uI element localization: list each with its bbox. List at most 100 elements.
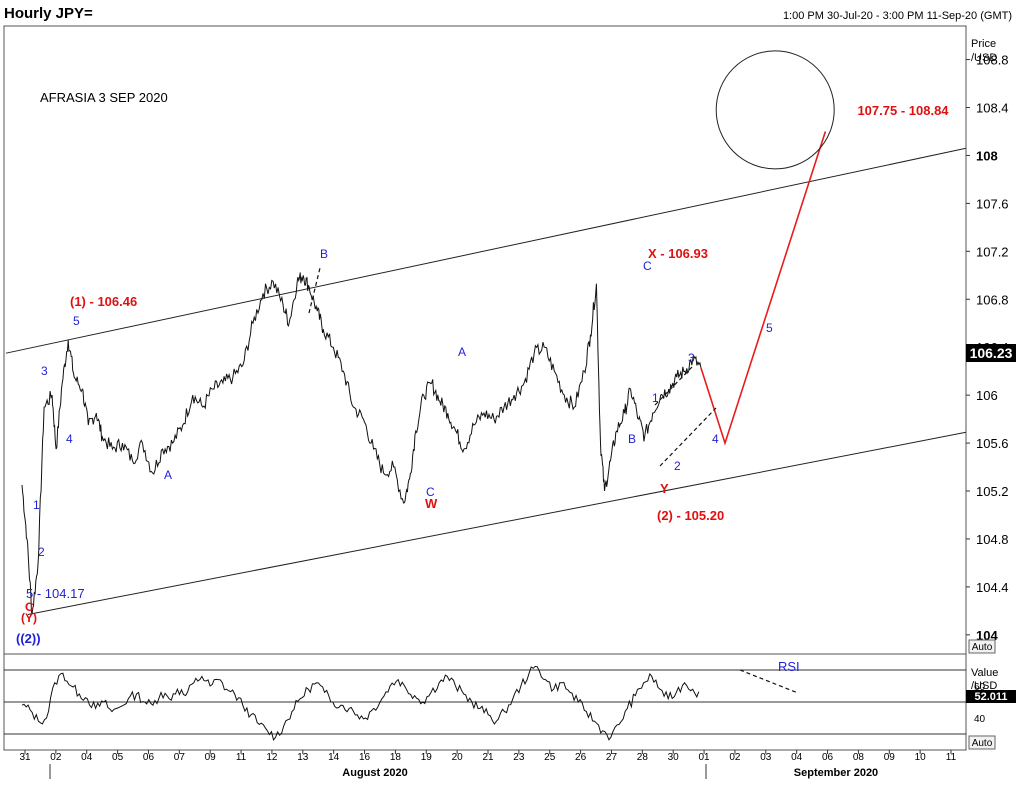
wave-x-high-label: X - 106.93 <box>648 246 708 261</box>
rsi-label: RSI <box>778 659 800 674</box>
wave-label-b1: B <box>320 247 328 261</box>
price-tick-label: 104.4 <box>976 580 1009 595</box>
wave-label-sub1: 1 <box>652 391 659 405</box>
wave-label-sub5: 5 <box>766 321 773 335</box>
wave-label-c1: C <box>426 485 435 499</box>
price-panel-frame <box>3 25 967 655</box>
big-wave-label: ((2)) <box>16 631 41 646</box>
time-tick-label: 20 <box>452 752 464 763</box>
time-axis: 31 02 04 05 06 07 09 11 12 13 14 16 18 19 20 21 23 25 26 27… <box>19 750 957 779</box>
channel-lower-line <box>27 431 967 615</box>
start-low-label: 5 - 104.17 <box>26 586 85 601</box>
time-tick-label: 12 <box>266 752 278 763</box>
time-tick-label: 18 <box>390 752 402 763</box>
rsi-auto-label: Auto <box>972 738 993 749</box>
price-tick-label: 108 <box>976 148 998 163</box>
wave-1-high-label: (1) - 106.46 <box>70 294 137 309</box>
last-price-label: 106.23 <box>970 345 1013 361</box>
wave-label-c-red: C <box>25 600 34 614</box>
wave-label-5: 5 <box>73 314 80 328</box>
time-tick-label: 06 <box>143 752 155 763</box>
wave-label-y-red: (Y) <box>21 611 37 625</box>
projection-path <box>700 131 827 446</box>
dashed-flag-upper <box>654 366 693 406</box>
rsi-series <box>4 665 966 742</box>
price-tick-label: 108.4 <box>976 100 1009 115</box>
time-tick-label: 02 <box>729 752 741 763</box>
rsi-tick-label: 60 <box>974 682 986 693</box>
month-label: August 2020 <box>342 767 407 779</box>
channel-upper-line <box>5 147 967 354</box>
rsi-line <box>21 665 700 742</box>
rsi-last-value: 52.011 <box>974 691 1007 703</box>
time-tick-label: 19 <box>421 752 433 763</box>
time-tick-label: 04 <box>791 752 803 763</box>
wave-labels: 1 2 3 4 5 A B C A B C 1 2 3 4 5 C (Y) W … <box>21 247 773 625</box>
last-price-box <box>966 344 1016 362</box>
price-series <box>21 272 702 615</box>
price-unit-label: Price <box>971 38 996 50</box>
price-auto-button[interactable] <box>968 639 996 654</box>
price-auto-label: Auto <box>972 642 993 653</box>
rsi-auto-button[interactable] <box>968 735 996 750</box>
date-range: 1:00 PM 30-Jul-20 - 3:00 PM 11-Sep-20 (G… <box>783 10 1012 22</box>
wave-label-sub3: 3 <box>688 351 695 365</box>
price-tick-label: 105.2 <box>976 484 1009 499</box>
time-tick-label: 16 <box>359 752 371 763</box>
rsi-last-value-box <box>966 690 1016 703</box>
wave-label-3: 3 <box>41 364 48 378</box>
price-tick-label: 106 <box>976 388 998 403</box>
rsi-unit-label: Value <box>971 667 998 679</box>
time-tick-label: 26 <box>575 752 587 763</box>
wave-label-1: 1 <box>33 498 40 512</box>
price-tick-label: 105.6 <box>976 436 1009 451</box>
time-tick-label: 06 <box>822 752 834 763</box>
time-tick-label: 11 <box>946 752 957 763</box>
time-tick-label: 27 <box>606 752 618 763</box>
time-tick-label: 30 <box>668 752 680 763</box>
price-tick-label: 104 <box>976 628 998 643</box>
rsi-divergence-line <box>739 669 799 694</box>
time-tick-label: 09 <box>884 752 896 763</box>
time-tick-label: 31 <box>19 752 31 763</box>
price-tick-label: 108.8 <box>976 53 1009 68</box>
time-tick-label: 10 <box>915 752 927 763</box>
time-tick-label: 28 <box>637 752 649 763</box>
price-line <box>21 272 702 615</box>
projection-line <box>700 131 827 446</box>
wave-label-sub2: 2 <box>674 459 681 473</box>
rsi-tick-labels: 60 40 <box>974 682 986 725</box>
wave-label-y2: Y <box>660 481 669 496</box>
target-zone-label: 107.75 - 108.84 <box>857 103 949 118</box>
time-tick-label: 04 <box>81 752 93 763</box>
price-tick-label: 106.8 <box>976 292 1009 307</box>
time-tick-label: 05 <box>112 752 124 763</box>
rsi-unit-label-2: /USD <box>971 680 997 692</box>
wave-label-b2: B <box>628 432 636 446</box>
time-tick-label: 03 <box>760 752 772 763</box>
channel-lines <box>5 147 967 615</box>
wave-2-low-label: (2) - 105.20 <box>657 508 724 523</box>
month-label: September 2020 <box>794 767 878 779</box>
time-tick-label: 02 <box>50 752 62 763</box>
price-tick-label: 107.2 <box>976 244 1009 259</box>
price-tick-label: 107.6 <box>976 196 1009 211</box>
time-tick-label: 09 <box>205 752 217 763</box>
wave-label-2: 2 <box>38 545 45 559</box>
wave-label-a2: A <box>458 345 466 359</box>
wave-label-sub4: 4 <box>712 432 719 446</box>
target-zone-circle <box>715 50 835 170</box>
time-tick-label: 23 <box>513 752 525 763</box>
wave-label-a1: A <box>164 468 172 482</box>
time-tick-label: 14 <box>328 752 340 763</box>
time-tick-label: 08 <box>853 752 865 763</box>
wave-label-c2: C <box>643 259 652 273</box>
wave-label-w: W <box>425 496 438 511</box>
price-tick-label: 104.8 <box>976 532 1009 547</box>
time-tick-label: 07 <box>174 752 186 763</box>
time-tick-label: 25 <box>544 752 556 763</box>
time-tick-label: 21 <box>482 752 494 763</box>
dashed-b-wave <box>308 267 321 314</box>
watermark-label: AFRASIA 3 SEP 2020 <box>40 90 168 105</box>
